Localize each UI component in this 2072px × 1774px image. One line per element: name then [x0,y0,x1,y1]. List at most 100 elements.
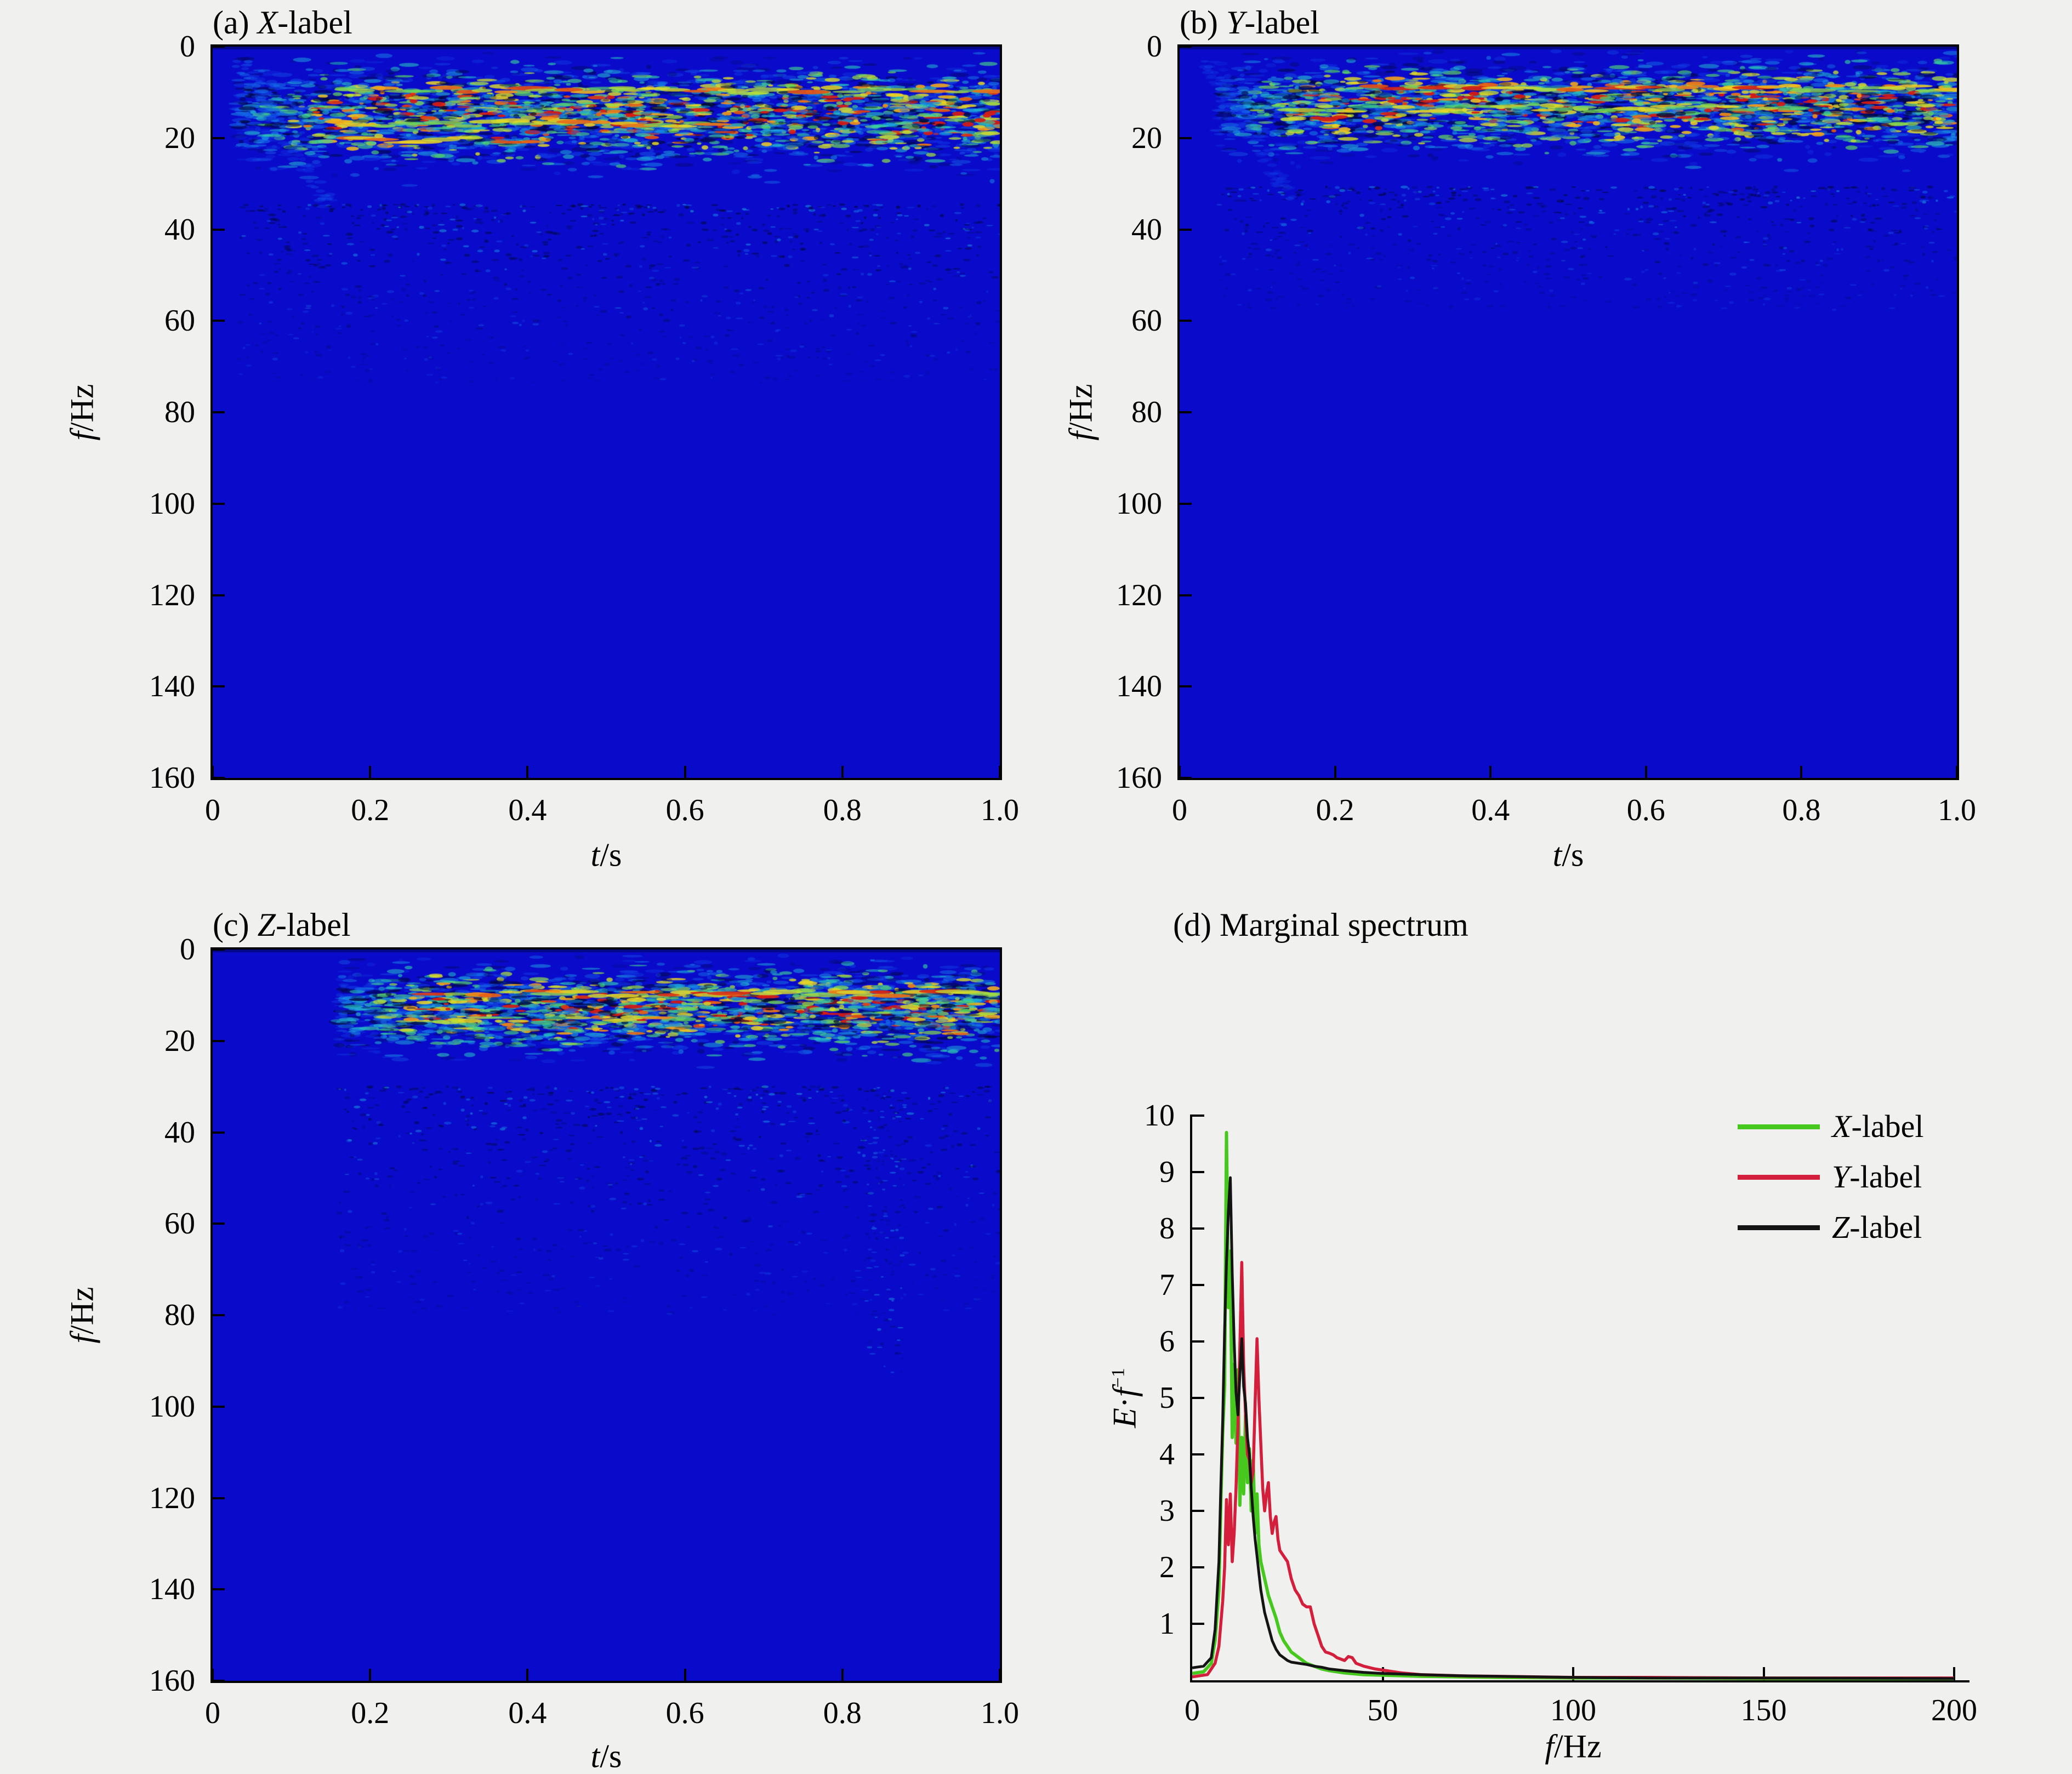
y-tick-label: 5 [1159,1381,1175,1415]
x-tick-label: 100 [1550,1693,1596,1727]
panel-b-title-tag: (b) [1180,4,1226,41]
y-tick-mark [1192,1623,1204,1625]
y-tick-mark [213,46,225,48]
x-tick-mark [1762,1667,1765,1680]
legend-line-x [1738,1124,1820,1129]
y-tick-mark [213,1223,225,1225]
y-tick-label: 2 [1159,1550,1175,1584]
panel-d-xlabel-rest: /Hz [1554,1728,1602,1765]
x-tick-label: 0.2 [1316,793,1354,827]
y-tick-label: 7 [1159,1268,1175,1302]
x-tick-label: 200 [1931,1693,1977,1727]
x-tick-label: 50 [1367,1693,1398,1727]
y-tick-label: 40 [1131,212,1162,247]
plotbox-a: 0 20 40 60 80 100 120 140 160 0 0.2 0.4 0.6 0.8 1.0 [149,30,1019,827]
y-axis-spine [1190,1115,1192,1682]
x-tick-mark [526,766,529,778]
series-line-y-label [1192,1261,1954,1680]
y-tick-mark [213,411,225,413]
y-tick-mark [1192,1227,1204,1230]
plotbox-c: 0 20 40 60 80 100 120 140 160 0 0.2 0.4 0.6 0.8 1.0 [149,933,1019,1730]
x-tick-mark [369,1669,372,1681]
marginal-spectrum-plot [1192,1130,1955,1680]
x-tick-label: 0.6 [1626,793,1665,827]
y-tick-mark [1180,502,1192,505]
x-tick-mark [841,1669,844,1681]
y-tick-label: 80 [164,395,195,429]
x-tick-mark [999,1669,1001,1681]
legend-label-rest: -label [1851,1108,1924,1144]
y-tick-label: 4 [1159,1437,1175,1471]
panel-c-title-tag: (c) [213,907,258,943]
y-tick-mark [213,228,225,231]
y-tick-mark [1192,1453,1204,1455]
panel-b-title-var: Y [1226,4,1245,41]
panel-a-xlabel-rest: /s [600,837,622,873]
y-tick-mark [1192,1340,1204,1343]
y-tick-label: 100 [1116,486,1162,521]
legend-label-var: X [1832,1108,1852,1144]
panel-c-x-axis-label: t/s [591,1738,622,1774]
x-axis-spine [1190,1680,1969,1682]
y-tick-label: 8 [1159,1212,1175,1246]
panel-c-title-var: Z [257,907,276,943]
x-tick-label: 0 [1185,1693,1200,1727]
panel-a-x-axis-label: t/s [591,837,622,874]
y-tick-label: 1 [1159,1607,1175,1641]
series-line-z-label [1192,1176,1955,1680]
legend: X-label Y-label Z-label [1738,1108,1968,1258]
panel-d-xlabel-var: f [1545,1728,1555,1765]
x-tick-mark [369,766,372,778]
y-tick-mark [1192,1115,1204,1117]
y-tick-mark [213,1039,225,1042]
x-tick-label: 150 [1740,1693,1787,1727]
panel-b-xlabel-var: t [1552,837,1562,873]
y-tick-mark [213,320,225,322]
x-tick-mark [1489,766,1492,778]
y-tick-mark [213,777,225,779]
y-tick-mark [213,502,225,505]
x-tick-label: 0.8 [823,793,862,827]
x-tick-mark [684,766,686,778]
panel-c-xlabel-rest: /s [600,1738,622,1774]
y-tick-label: 20 [164,121,195,155]
y-tick-mark [213,948,225,951]
panel-a-title-var: X [257,4,278,41]
y-tick-label: 80 [1131,395,1162,429]
y-tick-label: 100 [149,486,195,521]
panel-c-title-rest: -label [275,907,351,943]
y-tick-mark [1180,320,1192,322]
panel-b-xlabel-rest: /s [1562,837,1584,873]
series-line-x-label [1192,1130,1954,1680]
y-tick-mark [1180,228,1192,231]
panel-c-xlabel-var: t [590,1738,600,1774]
y-tick-label: 120 [1116,578,1162,612]
x-tick-mark [684,1669,686,1681]
panel-c-title: (c) Z-label [213,905,351,945]
panel-a-title-rest: -label [277,4,352,41]
y-tick-label: 140 [1116,669,1162,704]
legend-label-x: X-label [1832,1107,1923,1146]
y-tick-label: 160 [1116,761,1162,795]
x-tick-label: 0 [205,1696,220,1730]
y-tick-label: 140 [149,1572,195,1607]
panel-a-title-tag: (a) [213,4,258,41]
spectrogram-canvas-a [213,47,1000,778]
spectrogram-canvas-b [1180,47,1957,778]
panel-d-title-rest: Marginal spectrum [1219,907,1468,943]
y-tick-label: 40 [164,1115,195,1150]
y-tick-label: 20 [1131,121,1162,155]
panel-d-title-tag: (d) [1173,907,1220,943]
x-tick-label: 0.6 [665,1696,704,1730]
y-tick-mark [213,1588,225,1591]
legend-item-z: Z-label [1738,1208,1968,1247]
y-tick-label: 6 [1159,1324,1175,1358]
x-tick-mark [1179,766,1181,778]
x-tick-mark [1956,766,1958,778]
y-tick-label: 0 [180,933,195,966]
x-tick-label: 0.2 [351,1696,390,1730]
x-tick-label: 0 [205,793,220,827]
panel-b-ylabel-var: f [1062,431,1099,441]
y-tick-mark [1192,1566,1204,1568]
